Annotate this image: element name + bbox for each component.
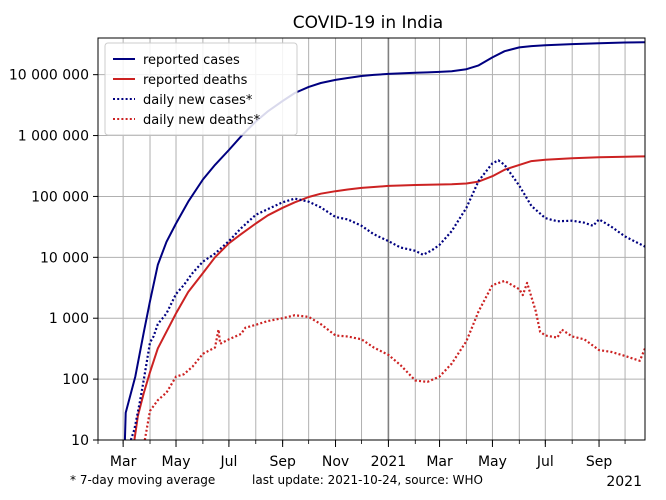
x-tick-label: Mar	[110, 454, 137, 470]
plot-frame	[97, 37, 646, 441]
series-line-2	[129, 159, 645, 440]
y-tick-label: 100	[62, 372, 89, 388]
legend-label-3: daily new deaths*	[143, 113, 261, 128]
chart-title: COVID-19 in India	[293, 13, 443, 33]
legend-label-0: reported cases	[143, 53, 240, 68]
y-tick-label: 10	[71, 433, 89, 449]
x-tick-label: Mar	[426, 454, 453, 470]
y-tick-label: 100 000	[31, 189, 89, 205]
y-tick-label: 1 000	[49, 311, 89, 327]
x-tick-label: Nov	[322, 454, 349, 470]
x-tick-label: May	[162, 454, 191, 470]
x-tick-label: May	[478, 454, 507, 470]
y-tick-label: 10 000	[40, 250, 89, 266]
legend-box	[104, 42, 298, 136]
legend-label-1: reported deaths	[143, 73, 248, 88]
x-tick-label: Jul	[219, 454, 237, 470]
x-tick-label: 2021	[371, 454, 407, 470]
series-line-0	[123, 41, 645, 440]
y-tick-label: 10 000 000	[9, 68, 89, 84]
y-tick-label: 1 000 000	[18, 129, 89, 145]
x-tick-label: Jul	[536, 454, 554, 470]
footnote-source: last update: 2021-10-24, source: WHO	[252, 473, 483, 487]
x-tick-label: Sep	[586, 454, 613, 470]
series-line-3	[143, 279, 645, 440]
footnote-moving-average: * 7-day moving average	[70, 473, 215, 487]
legend-label-2: daily new cases*	[143, 93, 253, 108]
x-corner-label: 2021	[606, 474, 642, 490]
x-tick-label: Sep	[269, 454, 296, 470]
series-line-1	[133, 155, 645, 440]
